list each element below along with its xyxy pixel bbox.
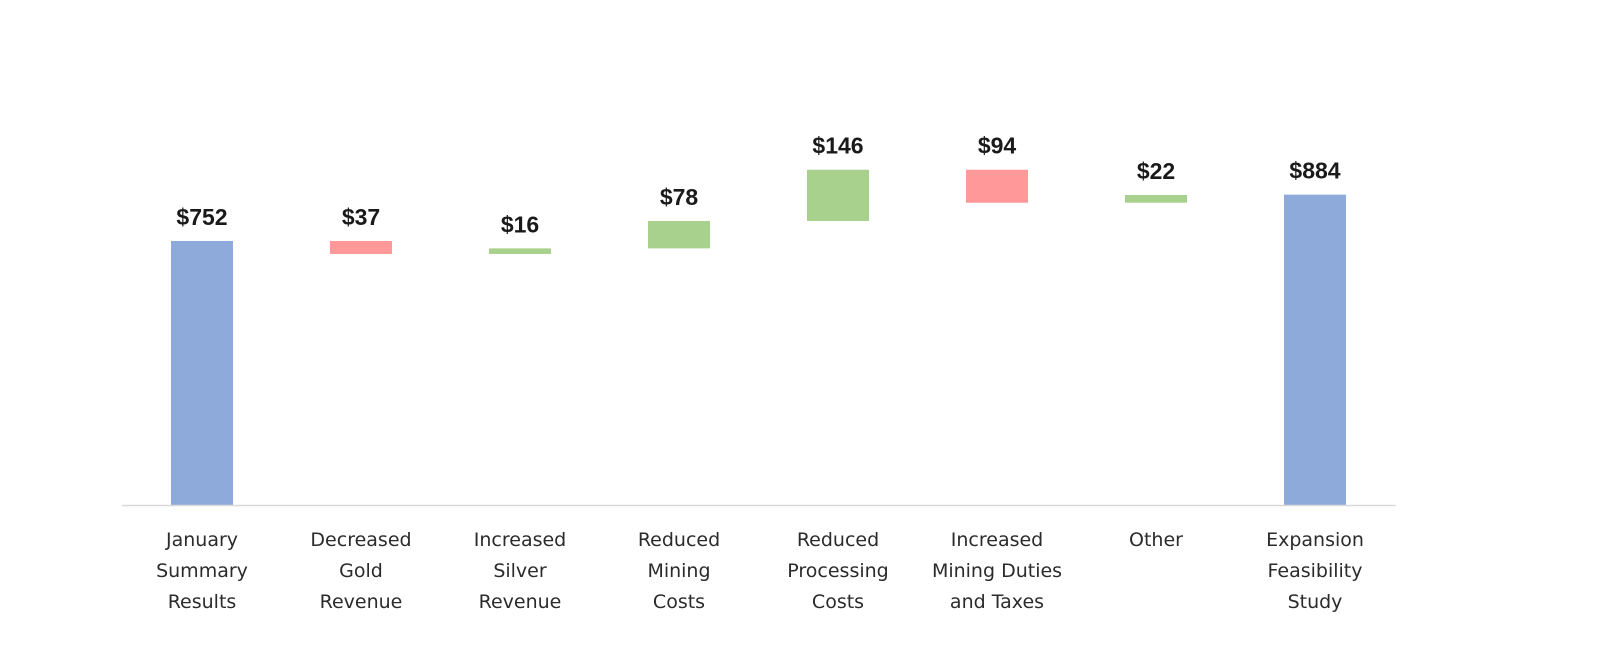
category-label-0-line-1: Summary: [156, 560, 248, 582]
category-label-4-line-2: Costs: [812, 591, 864, 613]
bar-value-label-4: $146: [812, 133, 863, 159]
category-label-4: Reduced Processing Costs: [787, 529, 888, 613]
category-label-0: January Summary Results: [156, 529, 248, 613]
bar-value-label-2: $16: [501, 211, 539, 237]
category-label-1: Decreased Gold Revenue: [310, 529, 411, 613]
bar-2-increase: [489, 248, 551, 254]
bar-value-label-7: $884: [1289, 158, 1340, 184]
value-labels-layer: $752 $37 $16 $78 $146 $94 $22 $884: [176, 133, 1340, 238]
category-labels-layer: January Summary Results Decreased Gold Revenu…: [156, 529, 1364, 613]
category-label-3-line-0: Reduced: [638, 529, 720, 551]
category-label-2-line-2: Revenue: [479, 591, 562, 613]
bar-5-decrease: [966, 169, 1028, 203]
bar-value-label-5: $94: [978, 133, 1017, 159]
bar-3-increase: [648, 220, 710, 249]
category-label-6-line-0: Other: [1129, 529, 1183, 551]
bar-7-total: [1284, 194, 1346, 505]
category-label-5-line-1: Mining Duties: [932, 560, 1062, 582]
category-label-2-line-1: Silver: [493, 560, 547, 582]
category-label-1-line-0: Decreased: [310, 529, 411, 551]
bar-value-label-0: $752: [176, 204, 227, 230]
bar-1-decrease: [330, 241, 392, 254]
category-label-3-line-1: Mining: [647, 560, 710, 582]
category-label-7-line-0: Expansion: [1266, 529, 1364, 551]
category-label-1-line-2: Revenue: [320, 591, 403, 613]
category-label-5: Increased Mining Duties and Taxes: [932, 529, 1062, 613]
category-label-7-line-2: Study: [1288, 591, 1343, 613]
category-label-5-line-2: and Taxes: [950, 591, 1044, 613]
category-label-7: Expansion Feasibility Study: [1266, 529, 1364, 613]
category-label-7-line-1: Feasibility: [1268, 560, 1363, 582]
bar-value-label-1: $37: [342, 204, 380, 230]
category-label-5-line-0: Increased: [951, 529, 1043, 551]
bar-4-increase: [807, 169, 869, 221]
category-label-1-line-1: Gold: [339, 560, 383, 582]
category-label-3: Reduced Mining Costs: [638, 529, 720, 613]
category-label-6: Other: [1129, 529, 1183, 551]
category-label-0-line-2: Results: [168, 591, 237, 613]
bar-6-increase: [1125, 195, 1187, 203]
bar-value-label-3: $78: [660, 184, 699, 210]
category-label-2-line-0: Increased: [474, 529, 566, 551]
bars-layer: [171, 169, 1346, 505]
category-label-3-line-2: Costs: [653, 591, 705, 613]
bar-0-total: [171, 241, 233, 505]
category-label-0-line-0: January: [165, 529, 238, 551]
bar-value-label-6: $22: [1137, 158, 1175, 184]
category-label-4-line-0: Reduced: [797, 529, 879, 551]
category-label-4-line-1: Processing: [787, 560, 888, 582]
category-label-2: Increased Silver Revenue: [474, 529, 566, 613]
